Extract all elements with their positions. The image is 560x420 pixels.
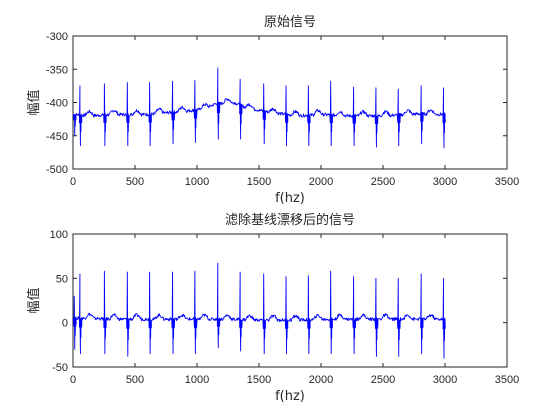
axes-frame [72, 233, 508, 368]
y-axis-label: 幅值 [26, 89, 42, 115]
x-tick-label: 2500 [371, 176, 395, 188]
axes-frame [72, 35, 508, 170]
x-tick-label: 500 [126, 176, 144, 188]
y-tick-label: -350 [46, 64, 68, 76]
plot-title: 原始信号 [264, 15, 316, 30]
plot-filtered-signal: 滤除基线漂移后的信号 f(hz) 幅值 0 500 1000 1500 2000 2500… [26, 212, 519, 404]
x-tick-label: 0 [70, 176, 76, 188]
y-tick-label: 50 [56, 273, 68, 285]
x-tick-label: 1000 [185, 176, 209, 188]
y-tick-label: -450 [46, 131, 68, 143]
y-tick-label: -500 [46, 164, 68, 176]
y-tick-label: -300 [46, 31, 68, 43]
x-tick-label: 3500 [495, 176, 519, 188]
plot-original-signal: 原始信号 f(hz) 幅值 0 500 1000 1500 2000 2500 3000 35… [26, 15, 519, 206]
x-tick-label: 2000 [309, 176, 333, 188]
x-tick-label: 0 [70, 374, 76, 386]
y-tick-label: -400 [46, 98, 68, 110]
x-axis-label: f(hz) [275, 191, 305, 206]
signal-line [72, 67, 446, 149]
x-tick-label: 2500 [371, 374, 395, 386]
plot-title: 滤除基线漂移后的信号 [225, 212, 355, 228]
y-tick-label: 0 [62, 318, 68, 330]
y-axis-label: 幅值 [26, 287, 42, 313]
x-tick-label: 1000 [185, 374, 209, 386]
x-tick-label: 1500 [247, 176, 271, 188]
x-tick-label: 3000 [433, 176, 457, 188]
signal-line [72, 262, 446, 359]
y-tick-label: -50 [52, 362, 68, 374]
x-tick-label: 3500 [495, 374, 519, 386]
x-tick-label: 1500 [247, 374, 271, 386]
x-tick-label: 3000 [433, 374, 457, 386]
x-tick-label: 2000 [309, 374, 333, 386]
x-axis-label: f(hz) [275, 389, 305, 404]
x-tick-label: 500 [126, 374, 144, 386]
y-tick-label: 100 [50, 229, 68, 241]
